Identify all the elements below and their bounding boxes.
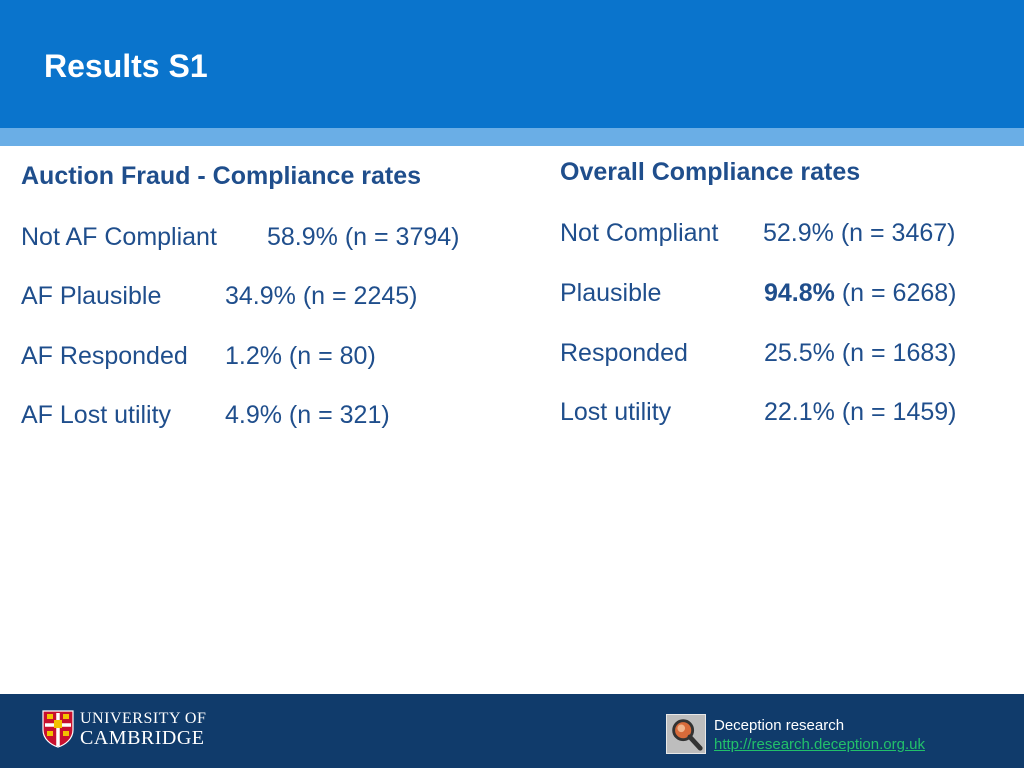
row-label: Plausible bbox=[560, 279, 662, 307]
row-label: AF Plausible bbox=[21, 282, 162, 310]
row-value: 22.1% (n = 1459) bbox=[764, 398, 957, 426]
row-label: AF Lost utility bbox=[21, 401, 172, 429]
row-value-rest: (n = 6268) bbox=[834, 279, 957, 307]
row-value: 1.2% (n = 80) bbox=[225, 342, 376, 370]
row-label: Not AF Compliant bbox=[21, 223, 217, 251]
row-value: 25.5% (n = 1683) bbox=[764, 339, 957, 367]
row-value-bold: 94.8% bbox=[764, 279, 835, 307]
project-name: Deception research bbox=[714, 717, 845, 734]
university-line2: CAMBRIDGE bbox=[80, 727, 205, 749]
row-value: 52.9% (n = 3467) bbox=[763, 219, 956, 247]
row-value: 34.9% (n = 2245) bbox=[225, 282, 418, 310]
cambridge-logo: UNIVERSITY OF CAMBRIDGE bbox=[42, 710, 214, 750]
header-stripe bbox=[0, 128, 1024, 146]
row-value: 94.8% (n = 6268) bbox=[764, 281, 957, 306]
row-label: Lost utility bbox=[560, 398, 672, 426]
row-label: Not Compliant bbox=[560, 219, 719, 247]
left-column-heading: Auction Fraud - Compliance rates bbox=[21, 162, 422, 190]
row-label: Responded bbox=[560, 339, 688, 367]
slide-title: Results S1 bbox=[44, 48, 208, 84]
slide-footer: UNIVERSITY OF CAMBRIDGE Deception resear… bbox=[0, 694, 1024, 768]
project-url-link[interactable]: http://research.deception.org.uk bbox=[714, 736, 925, 753]
slide-header: Results S1 bbox=[0, 0, 1024, 128]
magnifier-icon bbox=[666, 714, 706, 754]
row-value: 58.9% (n = 3794) bbox=[267, 223, 460, 251]
cambridge-shield-icon bbox=[42, 710, 74, 748]
row-value: 4.9% (n = 321) bbox=[225, 401, 390, 429]
university-line1: UNIVERSITY OF bbox=[80, 710, 207, 727]
row-label: AF Responded bbox=[21, 342, 188, 370]
right-column-heading: Overall Compliance rates bbox=[560, 158, 861, 186]
